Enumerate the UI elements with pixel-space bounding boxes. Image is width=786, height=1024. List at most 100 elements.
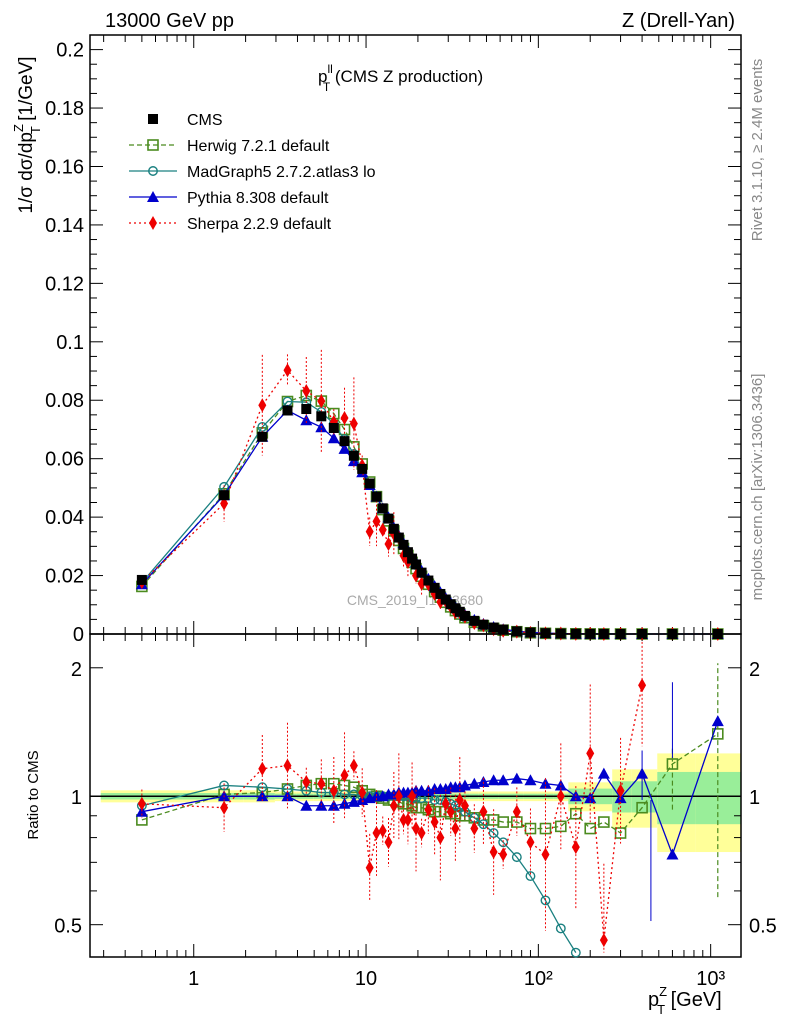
y-axis-label-sup: Z <box>11 124 26 132</box>
data-point <box>398 539 409 550</box>
ratio-y-tick-label: 0.5 <box>54 916 82 938</box>
data-point <box>411 559 422 570</box>
data-point <box>526 835 535 850</box>
main-axes: 0 0.02 0.04 0.06 0.08 0.1 0.12 0.14 0.16 0.18 0.2 <box>45 34 742 646</box>
data-point <box>460 798 469 813</box>
data-point <box>328 423 339 434</box>
data-point <box>512 804 521 819</box>
ratio-series-2 <box>136 780 581 958</box>
ratio-y-tick-label-right: 0.5 <box>749 916 777 938</box>
data-point <box>402 547 413 558</box>
y-axis-label-unit: [1/GeV] <box>16 56 37 126</box>
band-stat-bin <box>657 771 696 825</box>
data-point <box>586 746 595 761</box>
data-point <box>316 411 327 422</box>
data-point <box>616 783 625 798</box>
data-point <box>257 431 268 442</box>
data-point <box>636 801 648 814</box>
data-point <box>416 567 427 578</box>
data-point <box>393 532 404 543</box>
data-point <box>423 575 434 586</box>
data-point <box>458 779 471 791</box>
header-right: Z (Drell-Yan) <box>622 10 735 32</box>
data-point <box>487 774 500 786</box>
data-point <box>365 524 374 539</box>
data-point <box>489 845 498 860</box>
legend-marker <box>149 216 157 230</box>
data-point <box>470 821 479 836</box>
y-tick-label: 0.16 <box>45 156 84 178</box>
x-axis-label-sup: Z <box>659 984 667 999</box>
ratio-axes: 0.5 0.5 1 1 2 2 1 10 10² 10³ <box>54 633 777 990</box>
legend-marker <box>148 166 158 176</box>
data-point <box>524 774 537 786</box>
x-axis-label-main: p <box>648 989 659 1011</box>
ratio-series <box>135 637 724 958</box>
ratio-series-4 <box>137 637 647 953</box>
ratio-y-tick-label-right: 2 <box>749 659 760 681</box>
ratio-y-label: Ratio to CMS <box>25 750 42 839</box>
data-point <box>378 522 387 537</box>
y-tick-label: 0.14 <box>45 215 84 237</box>
data-point <box>430 815 439 830</box>
y-tick-label: 0.08 <box>45 390 84 412</box>
legend-entry: Sherpa 2.2.9 default <box>187 216 332 233</box>
data-point <box>300 799 313 811</box>
legend: CMS Herwig 7.2.1 default MadGraph5 2.7.2.a… <box>129 112 376 233</box>
data-point <box>357 463 368 474</box>
data-point <box>371 491 382 502</box>
data-point <box>525 871 536 882</box>
data-point <box>317 394 326 409</box>
data-point <box>598 816 610 828</box>
data-point <box>498 624 509 635</box>
data-point <box>429 795 440 805</box>
y-tick-label: 0.1 <box>56 332 84 354</box>
ratio-y-tick-label: 1 <box>71 787 82 809</box>
ratio-y-tick-label-right: 1 <box>749 787 760 809</box>
y-tick-label: 0.2 <box>56 40 84 62</box>
data-point <box>384 536 393 551</box>
data-point <box>636 767 649 779</box>
data-point <box>302 384 311 399</box>
main-panel: 00.020.040.060.080.10.120.140.160.180.2 … <box>11 34 742 646</box>
data-point <box>497 774 510 786</box>
data-point <box>541 847 550 862</box>
data-point <box>349 758 358 773</box>
y-axis-label-main: 1/σ dσ/dp <box>16 132 37 214</box>
data-point <box>477 775 490 787</box>
y-tick-label: 0.12 <box>45 273 84 295</box>
data-point <box>479 804 488 819</box>
data-point <box>338 442 351 454</box>
data-point <box>446 804 455 819</box>
y-tick-label: 0.02 <box>45 566 84 588</box>
data-point <box>301 404 312 415</box>
plot-title-sub: T <box>323 80 331 94</box>
data-point <box>384 835 393 850</box>
data-point <box>417 826 426 841</box>
data-point <box>666 848 679 860</box>
x-tick-label: 10³ <box>696 968 725 990</box>
data-point <box>638 678 647 693</box>
data-point <box>136 574 147 585</box>
data-point <box>666 758 679 770</box>
data-point <box>365 860 374 875</box>
y-axis-label: 1/σ dσ/dpZ T [1/GeV] <box>11 56 43 213</box>
plot-title-rest: (CMS Z production) <box>330 67 483 86</box>
data-point <box>540 628 551 639</box>
header-left: 13000 GeV pp <box>105 10 234 32</box>
data-point <box>488 622 499 633</box>
data-point <box>283 363 292 378</box>
data-point <box>469 615 480 626</box>
data-point <box>451 821 460 836</box>
data-point <box>711 715 724 727</box>
data-point <box>497 816 509 828</box>
data-point <box>455 792 464 807</box>
x-tick-label: 10² <box>524 968 553 990</box>
data-point <box>327 432 340 444</box>
x-axis-label-sub: T <box>657 1002 665 1017</box>
data-point <box>412 821 421 836</box>
data-point <box>555 923 566 934</box>
data-point <box>372 514 381 529</box>
ratio-panel: 0.5 0.5 1 1 2 2 1 10 10² 10³ Ratio to CMS pZ T [Ge… <box>25 633 777 1017</box>
